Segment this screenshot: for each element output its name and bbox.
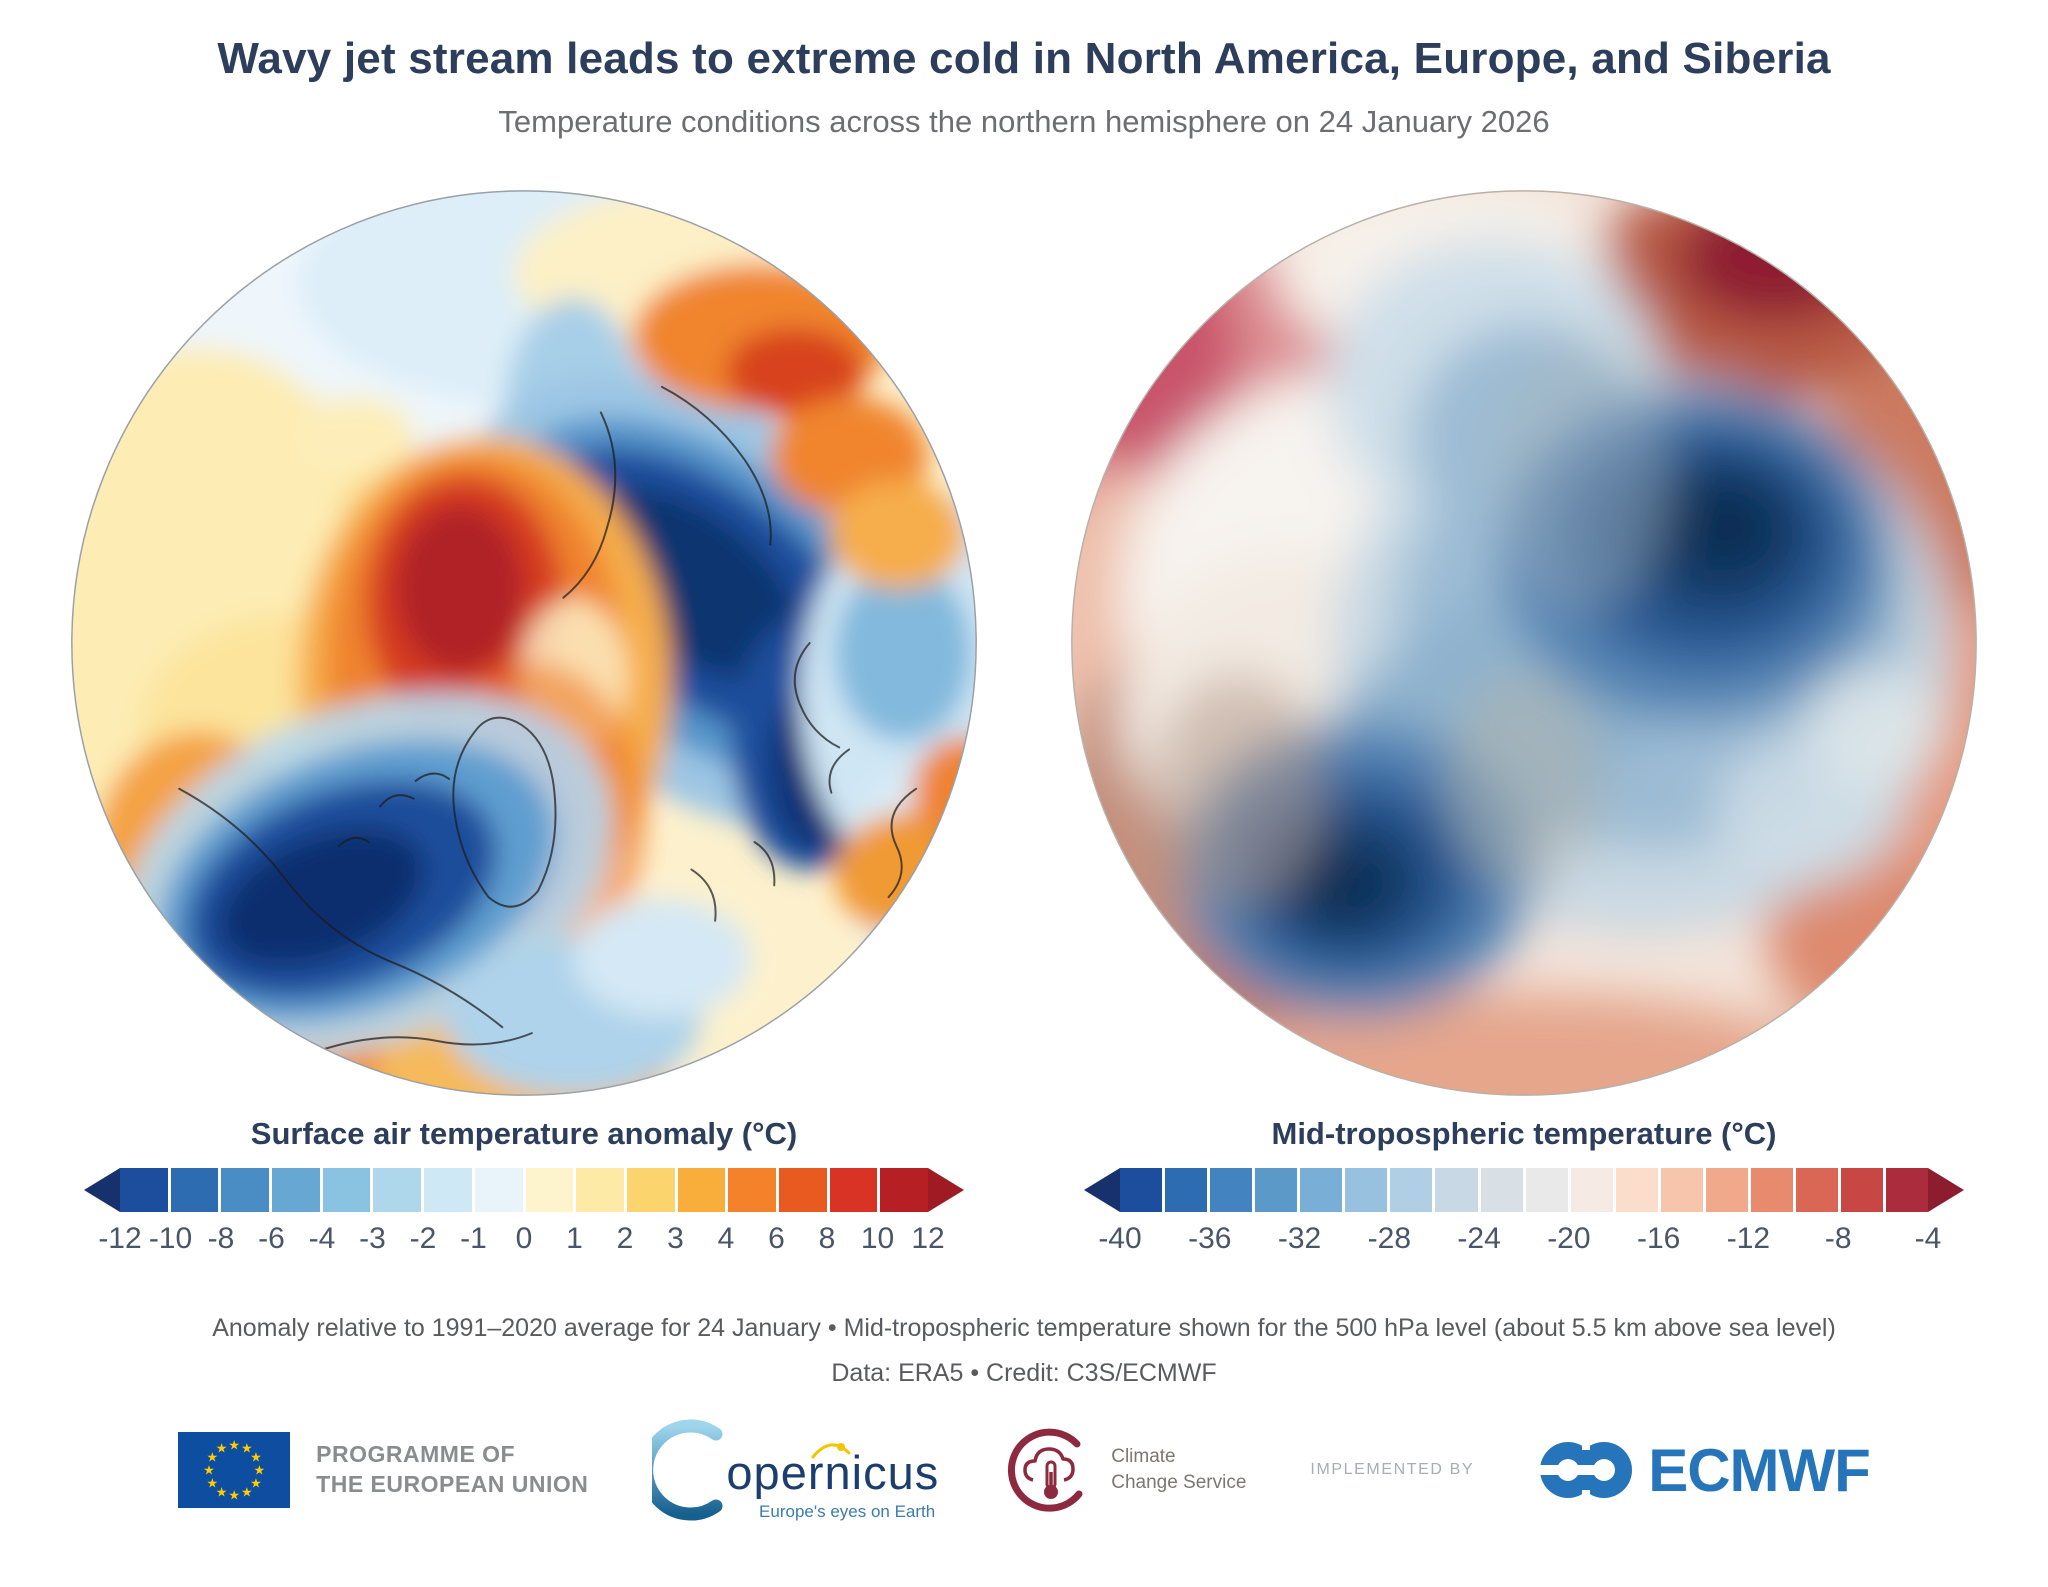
- surface-anomaly-map: [61, 180, 987, 1106]
- colorbar-ticks: -40 -36 -32 -28 -24 -20 -16 -12 -8 -4: [1098, 1222, 1942, 1255]
- surface-anomaly-colorbar: Surface air temperature anomaly (°C) -12…: [61, 1116, 987, 1262]
- copernicus-swoosh-icon: [652, 1419, 723, 1521]
- mid-tropospheric-map: [1061, 180, 1987, 1106]
- footnote-methodology: Anomaly relative to 1991–2020 average fo…: [212, 1314, 1836, 1342]
- mid-tropospheric-map-graphic: [1071, 190, 1977, 1096]
- surface-anomaly-map-graphic: [71, 190, 977, 1096]
- implemented-by-label: IMPLEMENTED BY: [1310, 1461, 1475, 1478]
- colorbar-arrow-high: [928, 1168, 964, 1212]
- colorbar-arrow-low: [84, 1168, 120, 1212]
- maps-row: [0, 180, 2048, 1106]
- copernicus-tagline: Europe's eyes on Earth: [759, 1502, 936, 1521]
- page-subtitle: Temperature conditions across the northe…: [498, 104, 1550, 139]
- logos-row: ★ ★ ★ ★ ★ ★ ★ ★ ★ ★ ★ ★ PROGRAMME OF THE EUROPEAN U…: [0, 1418, 2048, 1522]
- eu-programme-logo: ★ ★ ★ ★ ★ ★ ★ ★ ★ ★ ★ ★ PROGRAMME OF THE EUROPEAN U…: [178, 1432, 588, 1508]
- copernicus-orbit-icon: [811, 1443, 851, 1459]
- eu-flag-icon: ★ ★ ★ ★ ★ ★ ★ ★ ★ ★ ★ ★: [178, 1432, 291, 1508]
- climate-change-service-icon: [1008, 1428, 1083, 1512]
- mid-tropospheric-colorbar-title: Mid-tropospheric temperature (°C): [1271, 1116, 1777, 1151]
- surface-anomaly-colorbar-title: Surface air temperature anomaly (°C): [250, 1116, 798, 1151]
- colorbar-ticks: -12 -10 -8 -6 -4 -3 -2 -1 0 1 2 3 4 6 8 10 12: [98, 1222, 945, 1255]
- ecmwf-wordmark: ECMWF: [1648, 1436, 1871, 1504]
- ecmwf-rings-icon: [1538, 1436, 1633, 1504]
- colorbar-cells: [1120, 1168, 1929, 1212]
- colorbars-row: Surface air temperature anomaly (°C) -12…: [0, 1116, 2048, 1262]
- eu-programme-text: PROGRAMME OF THE EUROPEAN UNION: [316, 1441, 589, 1497]
- climate-change-service-logo: Climate Change Service: [1003, 1422, 1246, 1518]
- colorbar-arrow-low: [1084, 1168, 1120, 1212]
- copernicus-wordmark: opernicus: [726, 1446, 940, 1499]
- colorbar-cells: [120, 1168, 928, 1212]
- footnote-credit: Data: ERA5 • Credit: C3S/ECMWF: [831, 1359, 1217, 1387]
- coastlines: [178, 385, 918, 1056]
- copernicus-logo: opernicus Europe's eyes on Earth: [652, 1418, 939, 1522]
- climate-change-service-text: Climate Change Service: [1111, 1446, 1247, 1493]
- mid-tropospheric-colorbar: Mid-tropospheric temperature (°C) -40 -36…: [1061, 1116, 1987, 1262]
- colorbar-arrow-high: [1928, 1168, 1964, 1212]
- ecmwf-logo: ECMWF: [1538, 1436, 1871, 1505]
- page-title: Wavy jet stream leads to extreme cold in…: [217, 34, 1831, 83]
